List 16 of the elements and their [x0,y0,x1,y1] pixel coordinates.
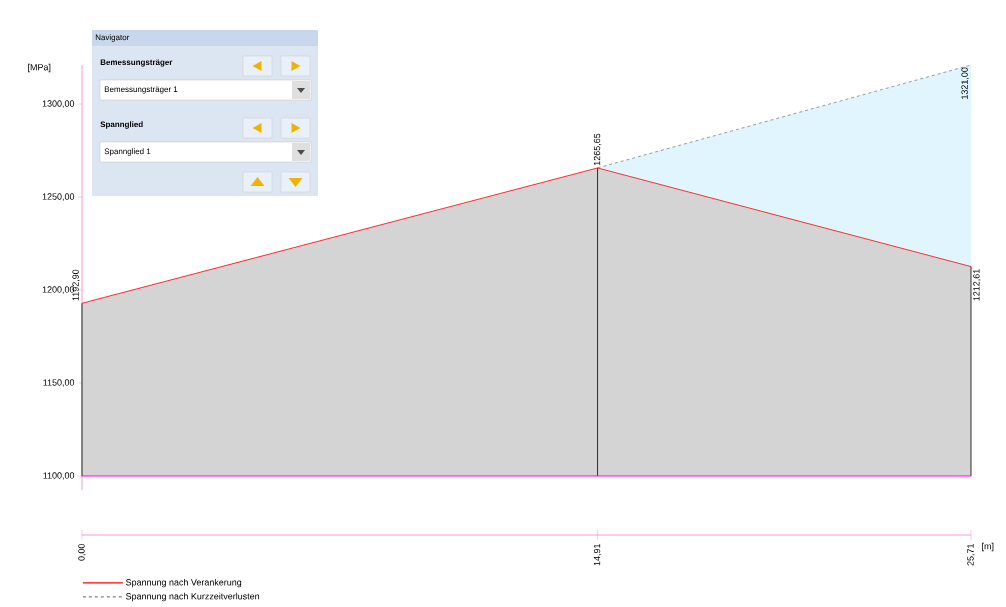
y-tick-label: 1200,00 [42,286,75,294]
y-tick-label: 1300,00 [42,100,75,108]
data-label: 1192,90 [72,269,80,301]
data-label: 1212,61 [973,269,981,301]
legend-label: Spannung nach Verankerung [126,578,242,588]
x-tick-label: 25,71 [967,543,975,566]
y-tick-label: 1250,00 [42,193,75,201]
legend-label: Spannung nach Kurzzeitverlusten [126,592,260,602]
x-tick-label: 0,00 [78,543,86,561]
x-tick-label: 14,91 [593,543,602,566]
data-label: 1321,00 [961,67,969,99]
y-tick-label: 1100,00 [43,472,75,480]
y-axis-title: [MPa] [28,63,51,73]
data-label: 1265,65 [593,133,602,166]
y-tick-label: 1150,00 [43,379,75,387]
x-axis-title: [m] [982,542,994,552]
